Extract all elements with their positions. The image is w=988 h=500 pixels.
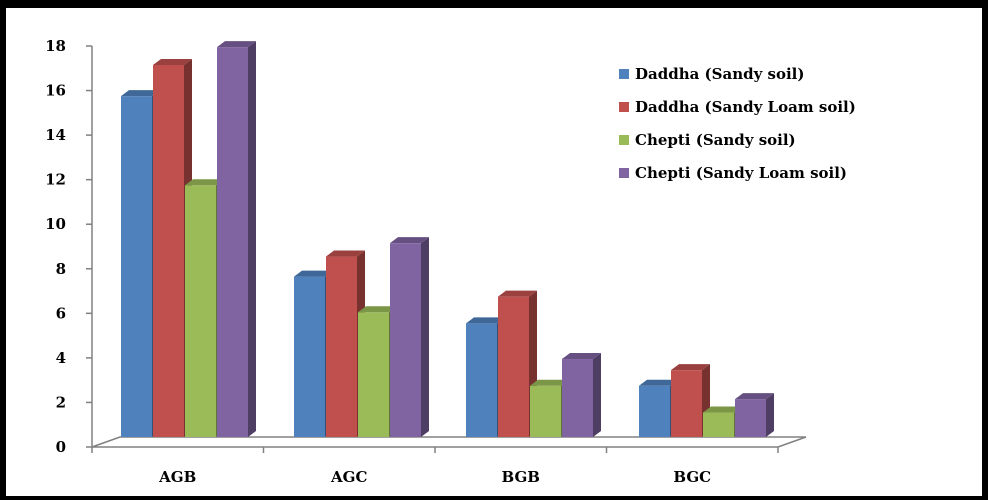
- bar-side: [421, 237, 429, 437]
- legend-label: Daddha (Sandy Loam soil): [635, 98, 856, 116]
- bar: [326, 250, 365, 437]
- bar-top: [121, 90, 160, 97]
- legend-swatch: [619, 102, 629, 112]
- legend-label: Daddha (Sandy soil): [635, 65, 804, 83]
- bar-side: [766, 393, 774, 437]
- legend-label: Chepti (Sandy soil): [635, 131, 796, 149]
- y-tick-label: 14: [45, 126, 66, 144]
- bar-front: [639, 385, 670, 437]
- x-tick-label: AGB: [158, 468, 196, 486]
- bar-top: [326, 250, 365, 257]
- legend-item: Chepti (Sandy soil): [619, 131, 796, 149]
- legend-item: Daddha (Sandy soil): [619, 65, 804, 83]
- bar-top: [639, 379, 678, 386]
- legend-label: Chepti (Sandy Loam soil): [635, 164, 847, 182]
- bar-front: [153, 64, 184, 437]
- bar-front: [121, 96, 152, 438]
- bar-top: [294, 270, 333, 277]
- bar-front: [466, 323, 497, 437]
- bar-front: [671, 370, 702, 437]
- bar: [671, 364, 710, 437]
- bar-top: [671, 364, 710, 371]
- bar: [498, 290, 537, 437]
- bar-top: [390, 237, 429, 244]
- bar: [217, 41, 256, 438]
- legend-item: Daddha (Sandy Loam soil): [619, 98, 856, 116]
- bar-top: [703, 406, 742, 413]
- bar-top: [498, 290, 537, 297]
- y-tick-label: 10: [45, 215, 66, 233]
- bar-front: [390, 243, 421, 437]
- x-tick-label: BGC: [673, 468, 711, 486]
- bar-front: [562, 359, 593, 437]
- bar-front: [498, 296, 529, 437]
- bar-front: [358, 312, 389, 437]
- bar-front: [326, 256, 357, 437]
- bar: [562, 353, 601, 437]
- bar: [735, 393, 774, 437]
- bar-front: [185, 185, 216, 437]
- bar-top: [153, 58, 192, 65]
- y-tick-label: 16: [45, 82, 66, 100]
- bar-front: [703, 412, 734, 437]
- bar-top: [358, 306, 397, 313]
- bars-layer: [121, 41, 774, 438]
- bar-side: [248, 41, 256, 438]
- bar-top: [466, 317, 505, 324]
- bar: [390, 237, 429, 437]
- y-tick-label: 2: [56, 393, 66, 411]
- legend-item: Chepti (Sandy Loam soil): [619, 164, 847, 182]
- legend-swatch: [619, 168, 629, 178]
- y-tick-label: 4: [56, 349, 66, 367]
- bar-front: [530, 385, 561, 437]
- x-tick-label: BGB: [502, 468, 540, 486]
- y-tick-label: 12: [45, 171, 66, 189]
- y-tick-label: 6: [56, 304, 66, 322]
- chart-floor: [91, 436, 807, 448]
- legend-swatch: [619, 135, 629, 145]
- y-tick-label: 18: [45, 37, 66, 55]
- bar-top: [185, 179, 224, 186]
- x-tick-label: AGC: [330, 468, 367, 486]
- labels-layer: 0 2 4 6 8 10 12 14 16 18 AGB AGC BGB BGC: [45, 37, 711, 486]
- axis-layer: [86, 45, 807, 453]
- bar-top: [735, 393, 774, 400]
- y-tick-label: 0: [56, 438, 66, 456]
- legend: Daddha (Sandy soil) Daddha (Sandy Loam so…: [619, 65, 856, 182]
- bar-top: [217, 41, 256, 48]
- legend-swatch: [619, 69, 629, 79]
- bar-top: [530, 379, 569, 386]
- bar-front: [735, 399, 766, 437]
- bar-side: [593, 353, 601, 437]
- bar-front: [294, 276, 325, 437]
- y-tick-label: 8: [56, 260, 66, 278]
- bar-front: [217, 47, 248, 438]
- bar-top: [562, 353, 601, 360]
